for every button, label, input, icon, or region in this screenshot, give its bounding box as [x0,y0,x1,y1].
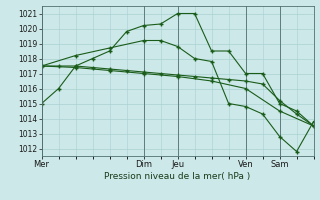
X-axis label: Pression niveau de la mer( hPa ): Pression niveau de la mer( hPa ) [104,172,251,181]
